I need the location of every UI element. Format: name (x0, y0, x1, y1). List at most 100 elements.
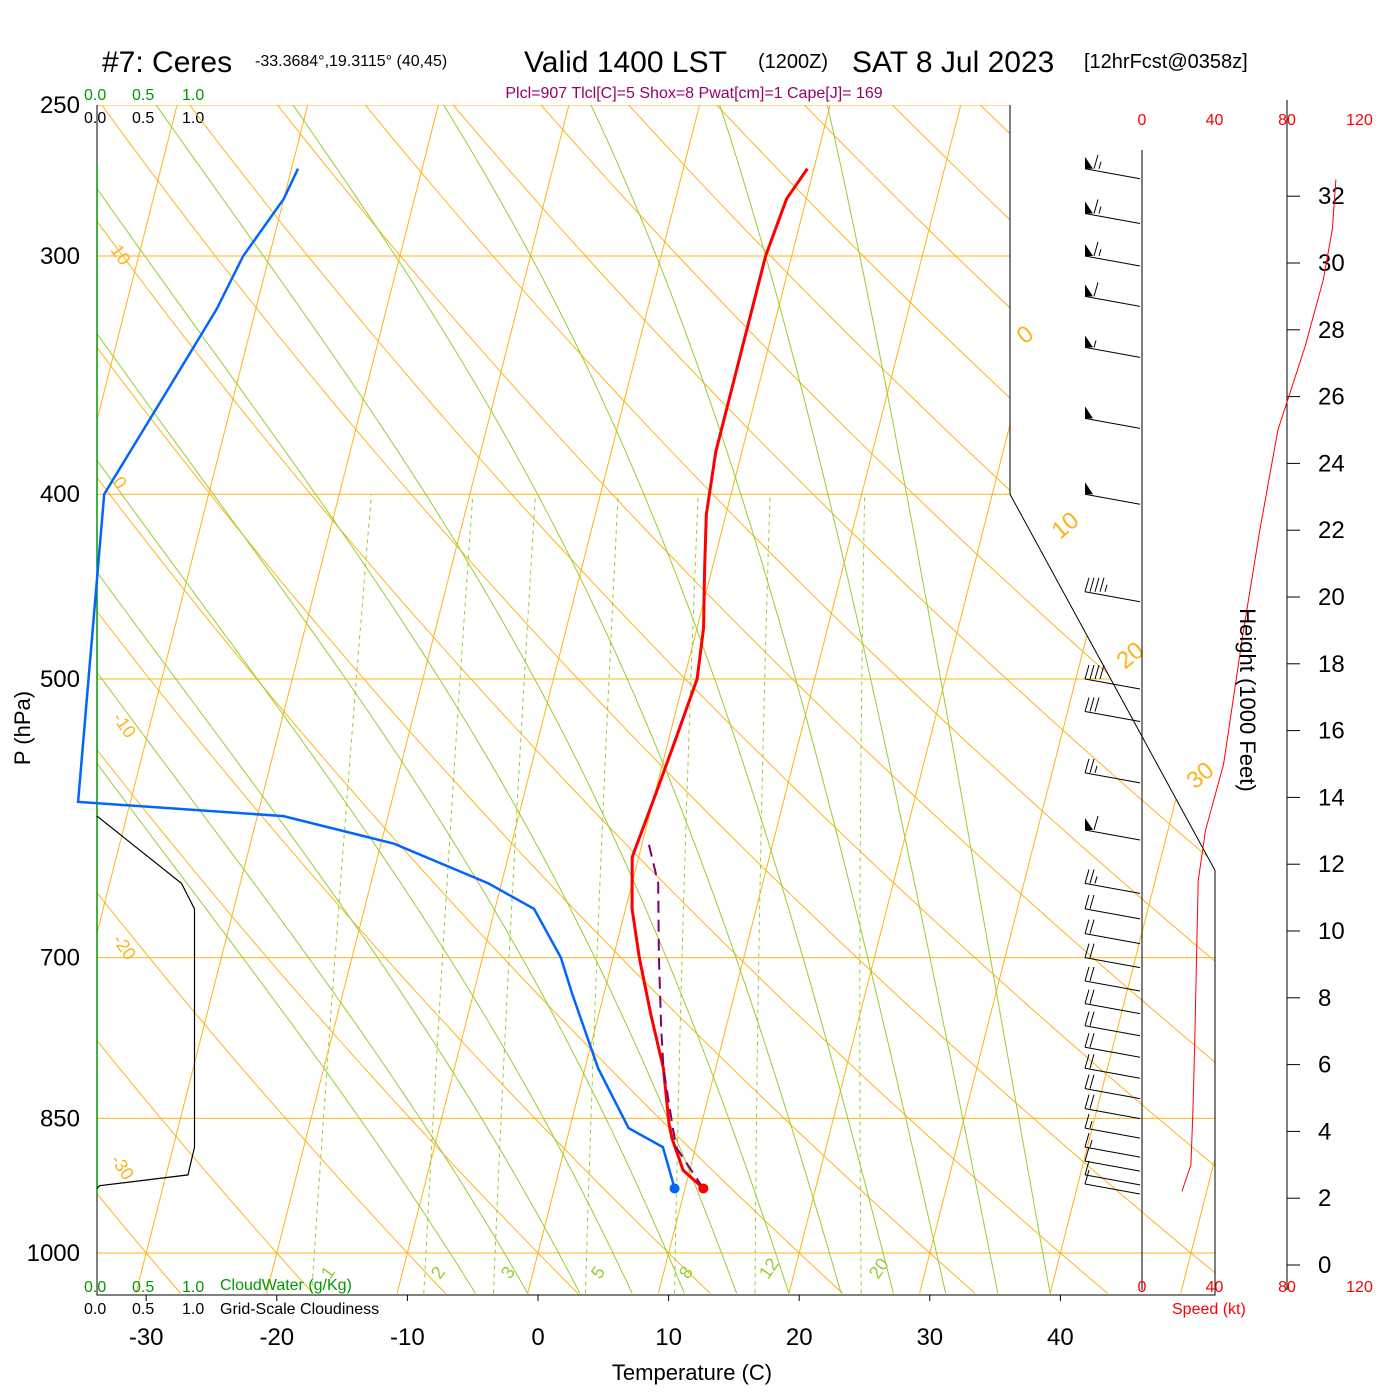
temp-tick-label: -10 (390, 1324, 425, 1351)
wind-barb (1084, 1133, 1141, 1158)
temp-tick-label: 40 (1047, 1324, 1074, 1351)
dry-adiabat (511, 105, 1215, 1294)
cloudiness-label: Grid-Scale Cloudiness (220, 1301, 379, 1318)
height-tick-label: 26 (1318, 384, 1345, 411)
wind-barb-full (1084, 758, 1090, 773)
mixing-ratio-line (423, 494, 474, 1294)
wind-barb-full (1089, 664, 1095, 680)
dry-adiabat (250, 105, 1215, 1294)
wind-barb (1084, 989, 1141, 1015)
wind-barb-flag (1085, 243, 1093, 256)
temp-tick-label: -30 (129, 1324, 164, 1351)
wind-barb-staff (1084, 1025, 1141, 1037)
wind-barb-full (1084, 1146, 1090, 1162)
speed-tick-label-top: 80 (1278, 112, 1296, 129)
wind-barb-full (1094, 697, 1100, 712)
dry-adiabat (598, 105, 1215, 1294)
surface-dewpoint-dot (669, 1183, 680, 1194)
dry-adiabat (163, 105, 1215, 1294)
wind-barb (1084, 664, 1141, 690)
speed-tick-label-top: 40 (1206, 112, 1224, 129)
height-tick-label: 30 (1318, 250, 1345, 277)
wind-barb-full (1093, 199, 1099, 214)
wind-barb-staff (1084, 1127, 1141, 1139)
speed-axis-title: Speed (kt) (1172, 1301, 1246, 1318)
cloud-scale-bottom: 0.0 0.5 1.0 CloudWater (g/Kg) 0.0 0.5 1.… (84, 1277, 379, 1318)
mixing-ratio-label: 12 (755, 1254, 783, 1282)
forecast-date: SAT 8 Jul 2023 (852, 46, 1054, 79)
temp-tick-label: 0 (531, 1324, 544, 1351)
isotherm-line (1049, 105, 1215, 1294)
isotherm-line (788, 105, 1101, 1294)
mixing-ratio-line (584, 494, 619, 1294)
wind-barb (1084, 1113, 1141, 1139)
dry-adiabat (97, 105, 1108, 1294)
mixing-ratio-line (311, 494, 372, 1294)
wind-barb (1084, 943, 1141, 969)
wind-barb (1084, 919, 1141, 945)
wind-barb (1084, 335, 1141, 358)
wind-barb-full (1089, 989, 1095, 1004)
wind-barb-full (1094, 577, 1100, 592)
wind-barb-full (1084, 894, 1090, 910)
dry-adiabat (1380, 71, 1400, 1293)
wind-barb-staff (1084, 1183, 1141, 1195)
wind-barb (1084, 1033, 1141, 1058)
isotherm-label: -30 (107, 1151, 138, 1184)
wind-barb-full (1084, 1033, 1090, 1048)
moist-adiabat (819, 105, 1051, 1294)
dry-adiabat (424, 105, 1215, 1294)
cloudwater-label: CloudWater (g/Kg) (220, 1277, 352, 1294)
height-tick-label: 2 (1318, 1185, 1331, 1212)
wind-barb-full (1089, 1033, 1095, 1048)
wind-barb (1084, 1094, 1141, 1120)
wind-barb-staff (1084, 1108, 1141, 1120)
wind-barb-half (1094, 876, 1098, 884)
wind-barb-staff (1084, 213, 1141, 224)
wind-barb-full (1089, 869, 1095, 884)
cloud-top-green-2: 1.0 (182, 87, 204, 104)
wind-barb-full (1089, 1011, 1095, 1026)
wind-barb-staff (1084, 417, 1141, 429)
cloud-top-black-2: 1.0 (182, 110, 204, 127)
station-coords: -33.3684°,19.3115° (40,45) (255, 53, 447, 70)
dry-adiabat (97, 105, 314, 1294)
speed-tick-label-bottom: 40 (1206, 1279, 1224, 1296)
wind-barb-staff (1084, 346, 1141, 358)
wind-barb-full (1084, 1113, 1090, 1129)
wind-barb-full (1084, 919, 1090, 934)
isotherm-label: 30 (1182, 757, 1220, 795)
height-tick-label: 16 (1318, 718, 1345, 745)
wind-barb-full (1093, 282, 1099, 297)
wind-barb-full (1089, 758, 1095, 773)
wind-barb-full (1084, 966, 1090, 982)
wind-barb-full (1089, 919, 1095, 934)
isotherm-label: 20 (1112, 637, 1150, 675)
wind-barb-staff (1084, 1174, 1141, 1186)
wind-barb-half (1094, 765, 1098, 773)
wind-barb (1084, 482, 1141, 505)
wind-barb (1084, 199, 1141, 224)
valid-time: Valid 1400 LST (524, 46, 727, 79)
wind-barb-staff (1084, 591, 1141, 603)
isotherm-label: -20 (109, 931, 140, 964)
moist-adiabat (97, 105, 685, 1294)
wind-barb-full (1084, 1160, 1090, 1176)
wind-barb-full (1089, 1054, 1095, 1069)
height-tick-label: 18 (1318, 651, 1345, 678)
wind-barb-full (1084, 1094, 1090, 1109)
isotherm-label: 0 (1012, 320, 1040, 349)
cloud-bottom-green-0: 0.0 (84, 1279, 106, 1296)
height-tick-label: 14 (1318, 784, 1345, 811)
mixing-ratio-label: 3 (497, 1263, 519, 1283)
cloud-bottom-black-2: 1.0 (182, 1301, 204, 1318)
wind-speed-line (1181, 179, 1337, 1192)
height-tick-label: 24 (1318, 450, 1345, 477)
height-tick-label: 12 (1318, 851, 1345, 878)
wind-barb (1084, 241, 1141, 267)
isotherm-line (97, 105, 187, 1294)
wind-barb (1084, 406, 1141, 429)
cloud-top-black-0: 0.0 (84, 110, 106, 127)
mixing-ratio-label: 5 (587, 1263, 609, 1283)
